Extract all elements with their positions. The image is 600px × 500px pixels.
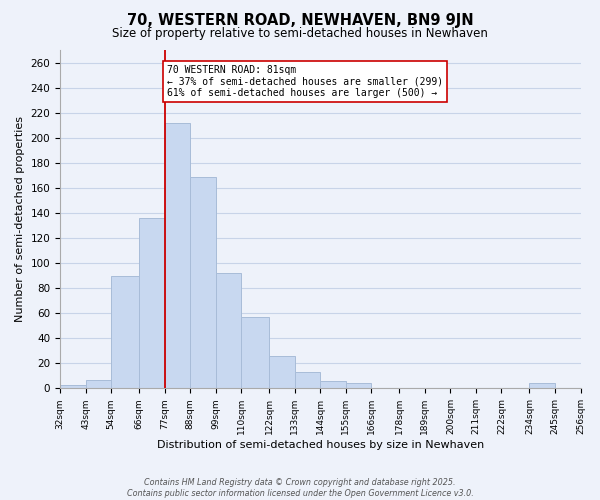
- Bar: [241, 317, 269, 388]
- Bar: [164, 122, 190, 388]
- Text: 70, WESTERN ROAD, NEWHAVEN, BN9 9JN: 70, WESTERN ROAD, NEWHAVEN, BN9 9JN: [127, 12, 473, 28]
- Bar: [216, 273, 241, 388]
- Bar: [346, 384, 371, 388]
- Bar: [190, 176, 216, 388]
- Bar: [60, 384, 86, 388]
- Text: 70 WESTERN ROAD: 81sqm
← 37% of semi-detached houses are smaller (299)
61% of se: 70 WESTERN ROAD: 81sqm ← 37% of semi-det…: [167, 65, 443, 98]
- Bar: [295, 372, 320, 388]
- Text: Contains HM Land Registry data © Crown copyright and database right 2025.
Contai: Contains HM Land Registry data © Crown c…: [127, 478, 473, 498]
- Bar: [86, 380, 111, 388]
- Bar: [111, 276, 139, 388]
- Bar: [320, 381, 346, 388]
- Bar: [269, 356, 295, 388]
- Text: Size of property relative to semi-detached houses in Newhaven: Size of property relative to semi-detach…: [112, 28, 488, 40]
- Y-axis label: Number of semi-detached properties: Number of semi-detached properties: [15, 116, 25, 322]
- Bar: [139, 218, 164, 388]
- Bar: [529, 384, 555, 388]
- X-axis label: Distribution of semi-detached houses by size in Newhaven: Distribution of semi-detached houses by …: [157, 440, 484, 450]
